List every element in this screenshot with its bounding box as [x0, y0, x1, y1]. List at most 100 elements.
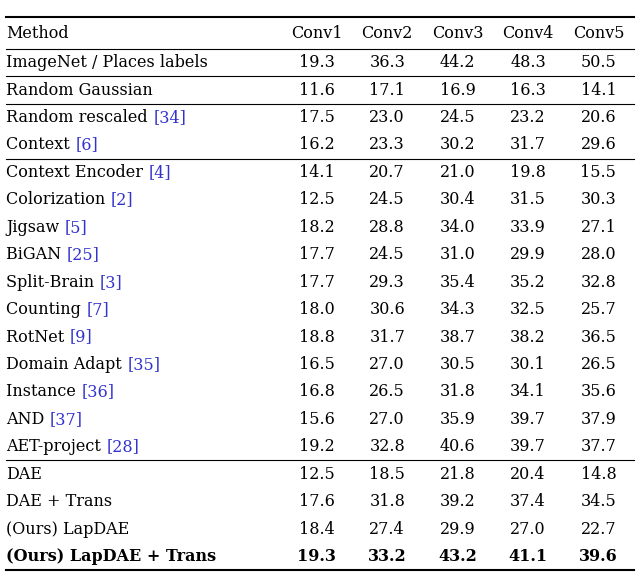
Text: 27.1: 27.1	[580, 219, 616, 236]
Text: 23.0: 23.0	[369, 109, 405, 126]
Text: 16.5: 16.5	[299, 356, 335, 373]
Text: 34.0: 34.0	[440, 219, 476, 236]
Text: 40.6: 40.6	[440, 438, 476, 455]
Text: 21.0: 21.0	[440, 164, 476, 181]
Text: Domain Adapt: Domain Adapt	[6, 356, 127, 373]
Text: [25]: [25]	[67, 246, 100, 263]
Text: 28.0: 28.0	[580, 246, 616, 263]
Text: 36.3: 36.3	[369, 54, 405, 71]
Text: 12.5: 12.5	[299, 191, 335, 209]
Text: 21.8: 21.8	[440, 466, 476, 483]
Text: Method: Method	[6, 25, 69, 41]
Text: 31.8: 31.8	[369, 493, 405, 510]
Text: 14.1: 14.1	[580, 82, 616, 98]
Text: 33.2: 33.2	[368, 548, 406, 565]
Text: [4]: [4]	[148, 164, 171, 181]
Text: 27.0: 27.0	[369, 411, 405, 428]
Text: 32.8: 32.8	[580, 274, 616, 291]
Text: [34]: [34]	[153, 109, 186, 126]
Text: Split-Brain: Split-Brain	[6, 274, 100, 291]
Text: 18.4: 18.4	[299, 521, 335, 537]
Text: 29.9: 29.9	[440, 521, 476, 537]
Text: (Ours) LapDAE: (Ours) LapDAE	[6, 521, 130, 537]
Text: 24.5: 24.5	[369, 191, 405, 209]
Text: [37]: [37]	[50, 411, 83, 428]
Text: 25.7: 25.7	[580, 301, 616, 318]
Text: 33.9: 33.9	[510, 219, 546, 236]
Text: 43.2: 43.2	[438, 548, 477, 565]
Text: Conv3: Conv3	[432, 25, 483, 41]
Text: [2]: [2]	[111, 191, 133, 209]
Text: 38.2: 38.2	[510, 328, 546, 346]
Text: 31.7: 31.7	[510, 137, 546, 153]
Text: 18.2: 18.2	[299, 219, 335, 236]
Text: 29.9: 29.9	[510, 246, 546, 263]
Text: 34.3: 34.3	[440, 301, 476, 318]
Text: [3]: [3]	[100, 274, 122, 291]
Text: 18.8: 18.8	[299, 328, 335, 346]
Text: 31.0: 31.0	[440, 246, 476, 263]
Text: 37.4: 37.4	[510, 493, 546, 510]
Text: 39.7: 39.7	[510, 411, 546, 428]
Text: [28]: [28]	[106, 438, 140, 455]
Text: Jigsaw: Jigsaw	[6, 219, 65, 236]
Text: 34.5: 34.5	[580, 493, 616, 510]
Text: 19.8: 19.8	[510, 164, 546, 181]
Text: 31.5: 31.5	[510, 191, 546, 209]
Text: Conv1: Conv1	[291, 25, 342, 41]
Text: 27.4: 27.4	[369, 521, 405, 537]
Text: 20.7: 20.7	[369, 164, 405, 181]
Text: 20.4: 20.4	[510, 466, 546, 483]
Text: Context: Context	[6, 137, 76, 153]
Text: 29.3: 29.3	[369, 274, 405, 291]
Text: DAE: DAE	[6, 466, 42, 483]
Text: AND: AND	[6, 411, 50, 428]
Text: [9]: [9]	[70, 328, 93, 346]
Text: 32.8: 32.8	[369, 438, 405, 455]
Text: 36.5: 36.5	[580, 328, 616, 346]
Text: 31.7: 31.7	[369, 328, 405, 346]
Text: 19.3: 19.3	[298, 548, 336, 565]
Text: RotNet: RotNet	[6, 328, 70, 346]
Text: 24.5: 24.5	[369, 246, 405, 263]
Text: 19.3: 19.3	[299, 54, 335, 71]
Text: Instance: Instance	[6, 384, 81, 400]
Text: 12.5: 12.5	[299, 466, 335, 483]
Text: 30.2: 30.2	[440, 137, 476, 153]
Text: 17.7: 17.7	[299, 246, 335, 263]
Text: 24.5: 24.5	[440, 109, 476, 126]
Text: (Ours) LapDAE + Trans: (Ours) LapDAE + Trans	[6, 548, 216, 565]
Text: ImageNet / Places labels: ImageNet / Places labels	[6, 54, 208, 71]
Text: 37.7: 37.7	[580, 438, 616, 455]
Text: 15.6: 15.6	[299, 411, 335, 428]
Text: [7]: [7]	[86, 301, 109, 318]
Text: 39.2: 39.2	[440, 493, 476, 510]
Text: Conv4: Conv4	[502, 25, 554, 41]
Text: [5]: [5]	[65, 219, 88, 236]
Text: 26.5: 26.5	[369, 384, 405, 400]
Text: 39.6: 39.6	[579, 548, 618, 565]
Text: 17.6: 17.6	[299, 493, 335, 510]
Text: 31.8: 31.8	[440, 384, 476, 400]
Text: 26.5: 26.5	[580, 356, 616, 373]
Text: 39.7: 39.7	[510, 438, 546, 455]
Text: 27.0: 27.0	[369, 356, 405, 373]
Text: 14.1: 14.1	[299, 164, 335, 181]
Text: 34.1: 34.1	[510, 384, 546, 400]
Text: 35.9: 35.9	[440, 411, 476, 428]
Text: 18.0: 18.0	[299, 301, 335, 318]
Text: 23.3: 23.3	[369, 137, 405, 153]
Text: Context Encoder: Context Encoder	[6, 164, 148, 181]
Text: 35.2: 35.2	[510, 274, 546, 291]
Text: 20.6: 20.6	[580, 109, 616, 126]
Text: 32.5: 32.5	[510, 301, 546, 318]
Text: 14.8: 14.8	[580, 466, 616, 483]
Text: 18.5: 18.5	[369, 466, 405, 483]
Text: 38.7: 38.7	[440, 328, 476, 346]
Text: 11.6: 11.6	[299, 82, 335, 98]
Text: Counting: Counting	[6, 301, 86, 318]
Text: [6]: [6]	[76, 137, 98, 153]
Text: 17.5: 17.5	[299, 109, 335, 126]
Text: 15.5: 15.5	[580, 164, 616, 181]
Text: Random Gaussian: Random Gaussian	[6, 82, 153, 98]
